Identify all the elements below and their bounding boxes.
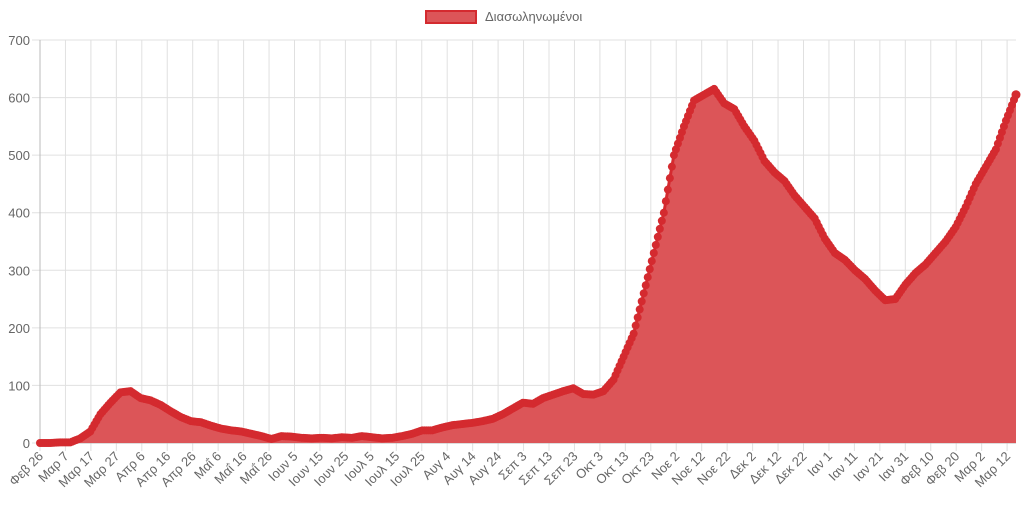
data-point[interactable] xyxy=(653,232,662,241)
y-tick-label: 600 xyxy=(8,91,30,106)
data-point[interactable] xyxy=(1011,90,1021,100)
data-point[interactable] xyxy=(633,313,642,322)
y-tick-label: 0 xyxy=(23,436,30,451)
data-point[interactable] xyxy=(661,197,670,206)
y-tick-label: 700 xyxy=(8,33,30,48)
area-fill xyxy=(40,88,1016,443)
data-point[interactable] xyxy=(667,162,676,171)
data-point[interactable] xyxy=(629,329,638,338)
data-point[interactable] xyxy=(663,185,672,194)
y-tick-label: 200 xyxy=(8,321,30,336)
data-point[interactable] xyxy=(637,297,646,306)
data-point[interactable] xyxy=(643,273,652,282)
data-point[interactable] xyxy=(631,321,640,330)
data-point[interactable] xyxy=(645,265,654,274)
y-tick-label: 300 xyxy=(8,263,30,278)
y-tick-label: 500 xyxy=(8,148,30,163)
data-point[interactable] xyxy=(647,257,656,266)
data-point[interactable] xyxy=(649,249,658,258)
data-point[interactable] xyxy=(665,174,674,183)
data-point[interactable] xyxy=(641,281,650,290)
legend-label: Διασωληνωμένοι xyxy=(485,9,583,24)
y-tick-label: 100 xyxy=(8,378,30,393)
data-point[interactable] xyxy=(655,224,664,233)
data-point[interactable] xyxy=(657,216,666,225)
data-point[interactable] xyxy=(651,240,660,249)
legend[interactable]: Διασωληνωμένοι xyxy=(425,9,582,24)
data-point[interactable] xyxy=(635,305,644,314)
y-tick-label: 400 xyxy=(8,206,30,221)
data-point[interactable] xyxy=(639,289,648,298)
legend-swatch xyxy=(425,9,477,24)
data-point[interactable] xyxy=(659,208,668,217)
